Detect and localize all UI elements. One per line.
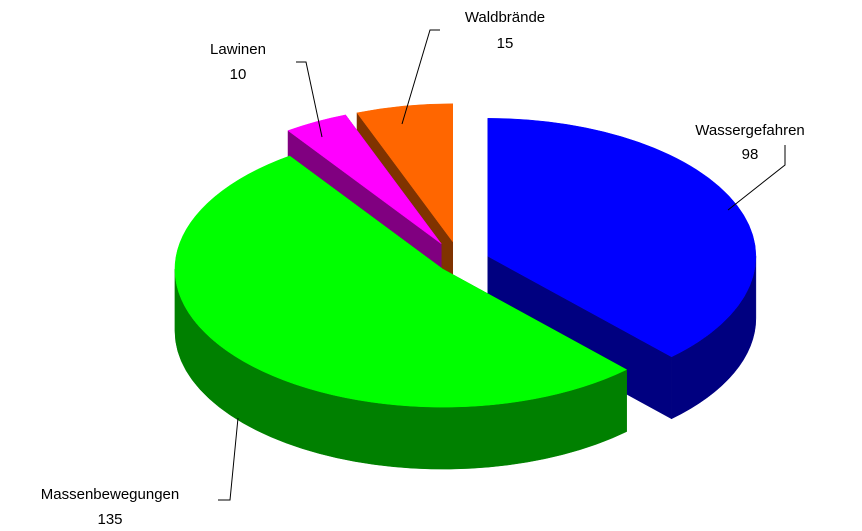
slice-top	[174, 155, 628, 408]
value-label: 10	[230, 66, 247, 83]
slice-top	[356, 103, 453, 243]
slice-top	[287, 114, 442, 244]
value-label: 15	[497, 35, 514, 52]
slice-label: Wassergefahren	[695, 122, 805, 139]
slice-top	[487, 118, 757, 358]
leader-line	[296, 61, 323, 138]
leader-line	[727, 145, 786, 211]
slice	[174, 155, 628, 470]
slice-label: Waldbrände	[465, 9, 545, 26]
leader-line	[218, 417, 239, 501]
slice-label: Massenbewegungen	[41, 486, 179, 503]
value-label: 98	[742, 146, 759, 163]
slice-label: Lawinen	[210, 41, 266, 58]
value-label: 135	[97, 511, 122, 528]
leader-line	[401, 29, 440, 125]
